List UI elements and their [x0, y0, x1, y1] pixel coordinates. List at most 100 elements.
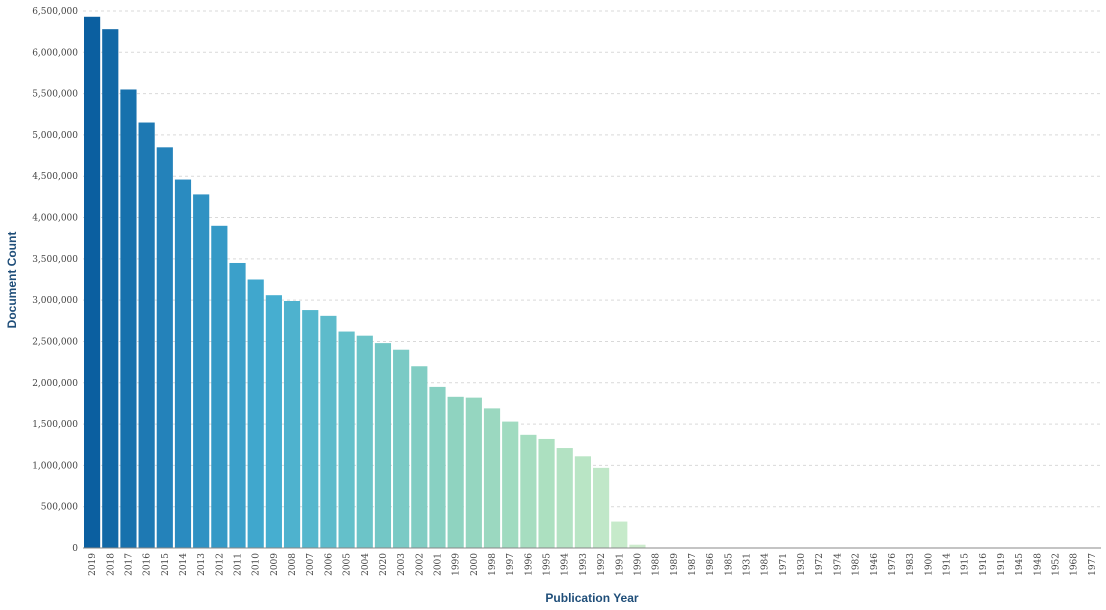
x-tick-label: 1968 — [1070, 553, 1080, 576]
bar-2005 — [339, 332, 355, 548]
x-tick-labels: 2019201820172016201520142013201220112010… — [88, 553, 1098, 576]
x-tick-label: 1974 — [833, 553, 843, 576]
x-tick-label: 1986 — [706, 553, 716, 576]
bar-2000 — [466, 398, 482, 548]
y-tick-label: 3,000,000 — [32, 296, 78, 306]
y-tick-label: 2,000,000 — [32, 379, 78, 389]
x-tick-label: 1985 — [724, 553, 734, 576]
x-tick-label: 2005 — [343, 553, 353, 576]
bar-2001 — [429, 387, 445, 548]
y-tick-label: 5,500,000 — [32, 90, 78, 100]
x-tick-label: 1993 — [579, 553, 589, 576]
x-tick-label: 2000 — [470, 553, 480, 576]
x-tick-label: 2017 — [124, 553, 134, 576]
x-tick-label: 1997 — [506, 553, 516, 576]
x-tick-label: 1915 — [961, 553, 971, 576]
y-tick-label: 0 — [72, 544, 78, 554]
x-tick-label: 1976 — [888, 553, 898, 576]
bar-2011 — [229, 263, 245, 548]
bar-2013 — [193, 194, 209, 548]
bar-1995 — [538, 439, 554, 548]
x-axis-title: Publication Year — [545, 591, 638, 605]
x-tick-label: 1983 — [906, 553, 916, 576]
bar-1993 — [575, 456, 591, 548]
x-tick-label: 1900 — [924, 553, 934, 576]
x-tick-label: 1977 — [1088, 553, 1098, 576]
x-tick-label: 1991 — [615, 553, 625, 576]
bar-2014 — [175, 180, 191, 548]
bar-1994 — [557, 448, 573, 548]
x-tick-label: 1931 — [743, 553, 753, 576]
bar-2020 — [375, 343, 391, 548]
bar-2007 — [302, 310, 318, 548]
y-tick-label: 4,500,000 — [32, 172, 78, 182]
x-tick-label: 1990 — [633, 553, 643, 576]
x-tick-label: 2007 — [306, 553, 316, 576]
x-tick-label: 2012 — [215, 553, 225, 576]
x-tick-label: 2006 — [324, 553, 334, 576]
bar-2006 — [320, 316, 336, 548]
bar-2018 — [102, 29, 118, 548]
y-tick-labels: 0500,0001,000,0001,500,0002,000,0002,500… — [32, 7, 78, 554]
x-tick-label: 1994 — [561, 553, 571, 576]
x-tick-label: 1989 — [670, 553, 680, 576]
x-tick-label: 2018 — [106, 553, 116, 576]
y-tick-label: 2,500,000 — [32, 337, 78, 347]
y-tick-label: 6,000,000 — [32, 48, 78, 58]
x-tick-label: 1914 — [942, 553, 952, 576]
y-tick-label: 1,000,000 — [32, 461, 78, 471]
x-tick-label: 2013 — [197, 553, 207, 576]
x-tick-label: 1984 — [761, 553, 771, 576]
y-tick-label: 5,000,000 — [32, 131, 78, 141]
x-tick-label: 2015 — [161, 553, 171, 576]
bar-1992 — [593, 468, 609, 548]
x-tick-label: 1945 — [1015, 553, 1025, 576]
y-tick-label: 6,500,000 — [32, 7, 78, 17]
bar-2009 — [266, 295, 282, 548]
x-tick-label: 1971 — [779, 553, 789, 576]
bars — [84, 17, 1045, 548]
y-tick-label: 4,000,000 — [32, 214, 78, 224]
bar-2017 — [120, 89, 136, 548]
x-tick-label: 2004 — [361, 553, 371, 576]
x-tick-label: 1988 — [652, 553, 662, 576]
x-tick-label: 1999 — [452, 553, 462, 576]
x-tick-label: 2009 — [270, 553, 280, 576]
x-tick-label: 2011 — [234, 553, 244, 576]
bar-2004 — [357, 336, 373, 548]
x-tick-label: 2003 — [397, 553, 407, 576]
bar-2008 — [284, 301, 300, 548]
x-tick-label: 1995 — [543, 553, 553, 576]
x-tick-label: 2020 — [379, 553, 389, 576]
bar-2002 — [411, 366, 427, 548]
y-tick-label: 3,500,000 — [32, 255, 78, 265]
x-tick-label: 1948 — [1033, 553, 1043, 576]
y-tick-label: 500,000 — [41, 503, 78, 513]
x-tick-label: 2014 — [179, 553, 189, 576]
bar-1998 — [484, 408, 500, 548]
y-axis-title: Document Count — [5, 232, 19, 329]
bar-1997 — [502, 422, 518, 548]
x-tick-label: 1946 — [870, 553, 880, 576]
x-tick-label: 2001 — [433, 553, 443, 576]
bar-2010 — [248, 280, 264, 549]
x-tick-label: 1972 — [815, 553, 825, 576]
x-tick-label: 1930 — [797, 553, 807, 576]
x-tick-label: 1916 — [979, 553, 989, 576]
bar-2016 — [139, 123, 155, 548]
bar-1999 — [448, 397, 464, 548]
x-tick-label: 2002 — [415, 553, 425, 576]
bar-2015 — [157, 147, 173, 548]
bar-2012 — [211, 226, 227, 548]
x-tick-label: 1987 — [688, 553, 698, 576]
x-tick-label: 2019 — [88, 553, 98, 576]
x-tick-label: 1998 — [488, 553, 498, 576]
x-tick-label: 1996 — [524, 553, 534, 576]
bar-1996 — [520, 435, 536, 548]
bar-2019 — [84, 17, 100, 548]
x-tick-label: 2016 — [143, 553, 153, 576]
bar-2003 — [393, 350, 409, 548]
x-tick-label: 1982 — [852, 553, 862, 576]
